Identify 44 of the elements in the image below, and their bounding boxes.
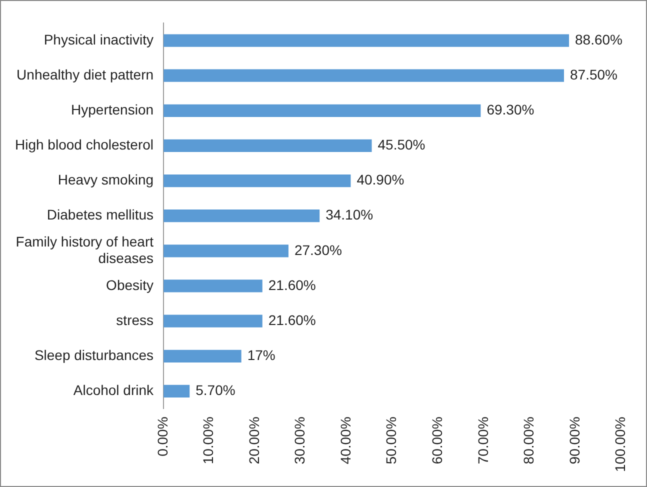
x-tick-label: 50.00% (383, 416, 400, 464)
data-label: 88.60% (575, 31, 623, 48)
data-label: 21.60% (268, 312, 316, 328)
bar (164, 384, 190, 398)
x-tick-label: 70.00% (474, 416, 491, 464)
x-tick-label: 40.00% (337, 416, 354, 464)
bar (164, 69, 564, 82)
data-label: 45.50% (378, 136, 426, 153)
y-tick-label: Heavy smoking (58, 172, 154, 188)
x-tick-label: 20.00% (246, 416, 262, 464)
data-label: 21.60% (268, 276, 316, 293)
bar (164, 104, 481, 117)
data-label: 40.90% (356, 172, 404, 188)
bar (164, 244, 288, 258)
x-tick-label: 0.00% (154, 416, 170, 456)
data-label: 27.30% (294, 242, 342, 258)
y-tick-label: Sleep disturbances (34, 346, 154, 363)
y-tick-label: Alcohol drink (73, 382, 155, 398)
x-tick-label: 30.00% (292, 416, 308, 464)
bar (164, 139, 372, 152)
x-tick-label: 100.00% (612, 416, 628, 472)
x-tick-label: 80.00% (520, 416, 537, 464)
data-label: 69.30% (486, 102, 534, 118)
bar (164, 174, 351, 188)
bar (164, 34, 570, 47)
y-tick-label: Unhealthy diet pattern (16, 66, 154, 82)
data-label: 87.50% (570, 66, 618, 82)
y-tick-label: Obesity (106, 276, 154, 293)
y-tick-label: Family history of heart diseases (16, 233, 154, 266)
y-tick-label: Diabetes mellitus (46, 206, 154, 223)
data-label: 17% (247, 346, 276, 363)
bar (164, 314, 262, 328)
data-label: 5.70% (196, 382, 236, 398)
y-tick-label: Physical inactivity (44, 31, 154, 48)
x-tick-label: 60.00% (428, 416, 445, 464)
bar (164, 210, 320, 222)
y-tick-label: stress (116, 312, 154, 328)
data-label: 34.10% (326, 206, 374, 223)
bar (164, 280, 262, 292)
x-tick-label: 10.00% (200, 416, 216, 464)
x-tick-label: 90.00% (566, 416, 582, 464)
y-tick-label: Hypertension (71, 102, 154, 118)
bar (164, 350, 242, 362)
y-tick-label: High blood cholesterol (15, 136, 154, 153)
